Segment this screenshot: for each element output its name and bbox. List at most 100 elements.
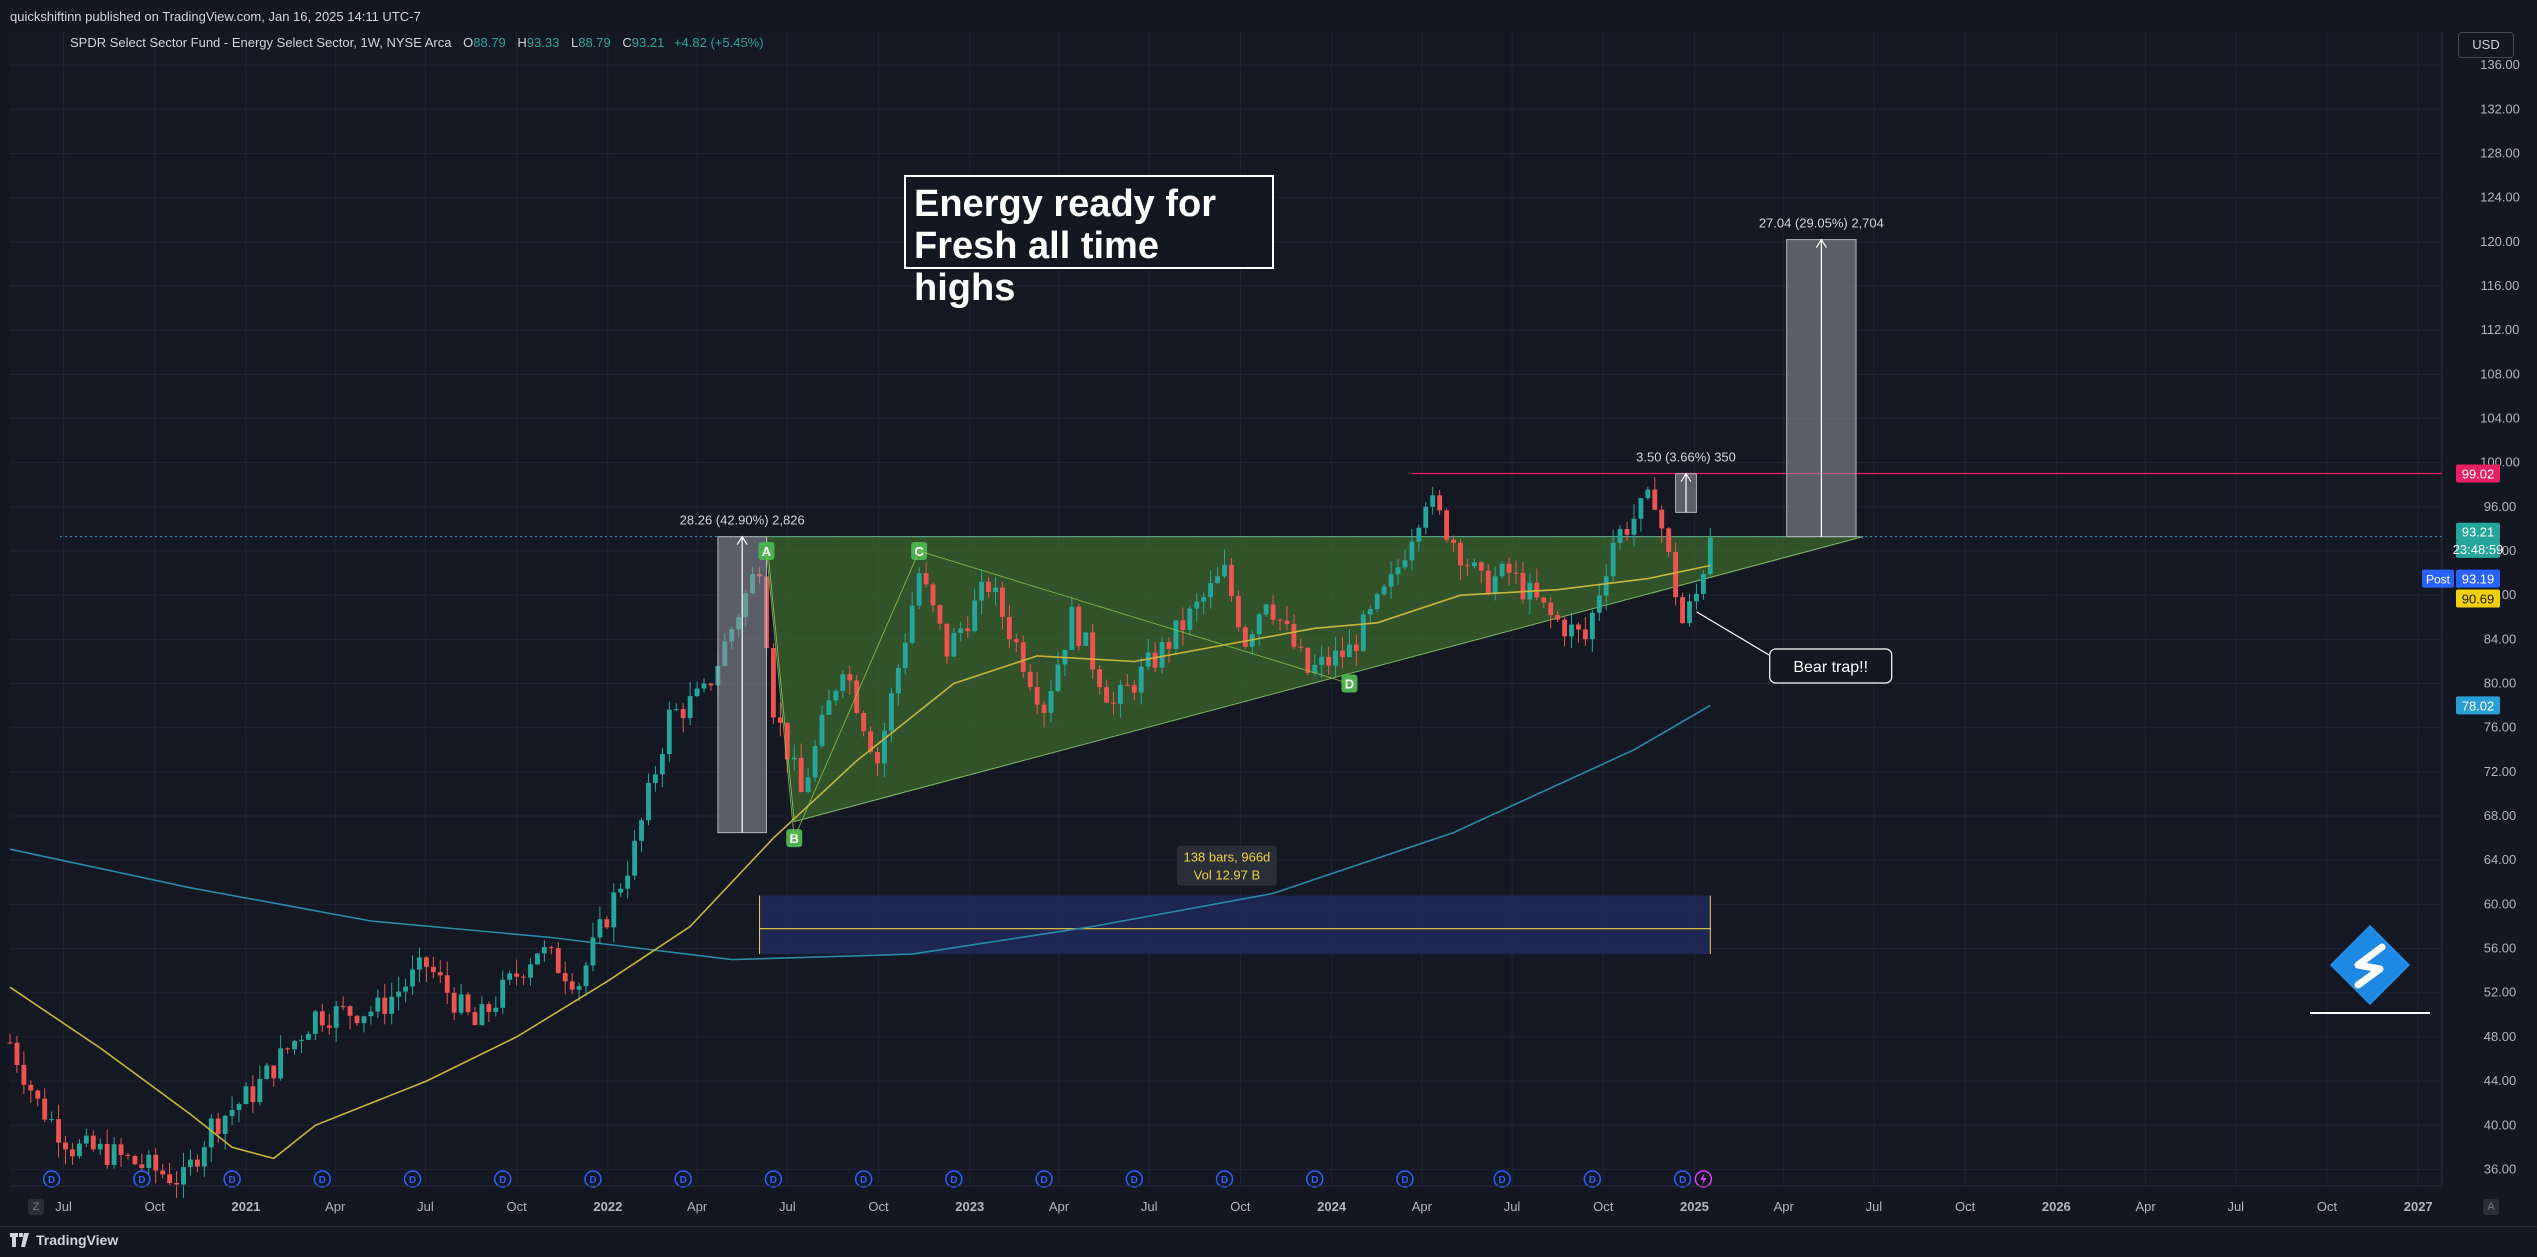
dividend-marker (1125, 1170, 1144, 1188)
candle-body (632, 840, 638, 876)
candle-body (118, 1144, 124, 1155)
dividend-marker-label: D (1040, 1175, 1047, 1186)
candle-body (1159, 641, 1165, 668)
candle-body (604, 919, 610, 928)
candle-body (1305, 647, 1311, 673)
candle-body (812, 746, 818, 778)
candle-body (7, 1042, 13, 1044)
candle-body (257, 1078, 263, 1103)
candle-body (1027, 671, 1033, 688)
price-label-bg (2456, 589, 2500, 608)
candle-body (319, 1011, 325, 1026)
candle-body (1652, 489, 1658, 510)
candle-body (1520, 572, 1526, 600)
pattern-lines (765, 550, 1350, 841)
price-axis-label: 52.00 (2484, 985, 2517, 1000)
candle-body (1596, 595, 1602, 613)
candle-body (1263, 604, 1269, 615)
tradingview-logo[interactable]: TradingView (10, 1232, 118, 1248)
candle-body (1638, 498, 1644, 519)
candle-body (625, 875, 631, 889)
time-axis-label: Apr (1412, 1199, 1433, 1214)
candle-body (188, 1159, 193, 1168)
time-axis-label: 2026 (2042, 1199, 2071, 1214)
candle-body (1589, 612, 1595, 640)
time-axis-label: Apr (325, 1199, 346, 1214)
price-axis-label: 96.00 (2484, 499, 2517, 514)
time-axis-label: Jul (417, 1199, 434, 1214)
candle-body (514, 973, 520, 977)
price-label-prefix: Post (2426, 573, 2451, 587)
price-axis-label: 104.00 (2480, 411, 2520, 426)
price-range-label: 28.26 (42.90%) 2,826 (680, 513, 805, 528)
dividend-marker (493, 1170, 512, 1188)
candle-body (396, 991, 402, 997)
candle-body (292, 1040, 297, 1050)
candle-body (986, 581, 991, 592)
candle-body (1631, 518, 1637, 535)
price-range-arrowhead (1815, 238, 1827, 248)
zoom-z-button[interactable]: Z (28, 1199, 44, 1215)
candle-body (174, 1183, 179, 1185)
time-axis-label: Jul (779, 1199, 796, 1214)
annotation-title-box[interactable]: Energy ready for Fresh all time highs (904, 175, 1274, 309)
candle-body (888, 693, 894, 731)
change-value: +4.82 (+5.45%) (673, 35, 764, 50)
candle-body (1464, 565, 1470, 567)
price-label-bg (2456, 696, 2500, 715)
time-axis-label: 2022 (593, 1199, 622, 1214)
time-axis-label: Oct (145, 1199, 166, 1214)
candle-body (944, 623, 950, 657)
dividend-marker-label: D (770, 1175, 777, 1186)
symbol-legend: SPDR Select Sector Fund - Energy Select … (70, 35, 764, 50)
high-value: 93.33 (526, 35, 560, 50)
candle-body (1000, 587, 1005, 617)
dividend-marker-label: D (1589, 1175, 1596, 1186)
candle-body (153, 1154, 159, 1171)
price-axis-label: 112.00 (2481, 322, 2520, 337)
price-axis-label: 60.00 (2484, 896, 2517, 911)
dividend-marker (1583, 1170, 1602, 1188)
candle-body (1374, 594, 1380, 610)
dividend-marker (1035, 1170, 1053, 1188)
candle-body (70, 1149, 75, 1157)
date-range-label-bg (1176, 845, 1277, 886)
published-info: quickshiftinn published on TradingView.c… (10, 9, 421, 24)
currency-button[interactable]: USD (2458, 32, 2514, 58)
publisher-logo-icon (2310, 925, 2430, 1014)
candle-body (548, 947, 554, 949)
candle-body (507, 973, 513, 980)
candle-body (444, 975, 450, 993)
dividend-marker-label: D (589, 1175, 596, 1186)
candle-body (1603, 576, 1609, 596)
candle-body (1229, 564, 1234, 597)
candle-body (1326, 656, 1332, 666)
grid (10, 32, 2442, 1186)
candle-body (680, 709, 686, 719)
candle-body (1242, 627, 1248, 647)
candle-body (340, 1006, 346, 1008)
candle-body (1617, 529, 1623, 543)
open-value: 88.79 (473, 35, 506, 50)
candle-body (833, 690, 839, 701)
candle-body (875, 752, 880, 764)
price-label-bg (2456, 539, 2500, 558)
date-range-volume-label: Vol 12.97 B (1194, 868, 1261, 883)
candle-body (1353, 644, 1359, 651)
callout-text: Bear trap!! (1793, 659, 1868, 676)
candle-body (1152, 652, 1158, 668)
price-label: 93.19 (2462, 572, 2495, 587)
candle-body (76, 1143, 82, 1157)
candle-body (1270, 604, 1276, 620)
candle-body (305, 1033, 311, 1040)
auto-scale-button[interactable]: A (2483, 1199, 2499, 1215)
candle-body (125, 1154, 131, 1157)
candle-body (1090, 632, 1096, 670)
candle-body (979, 581, 985, 601)
candle-body (576, 986, 582, 990)
candle-body (555, 948, 561, 974)
candle-body (770, 648, 776, 718)
candle-body (1215, 576, 1221, 584)
candle-body (111, 1144, 117, 1165)
candle-body (1478, 562, 1484, 571)
